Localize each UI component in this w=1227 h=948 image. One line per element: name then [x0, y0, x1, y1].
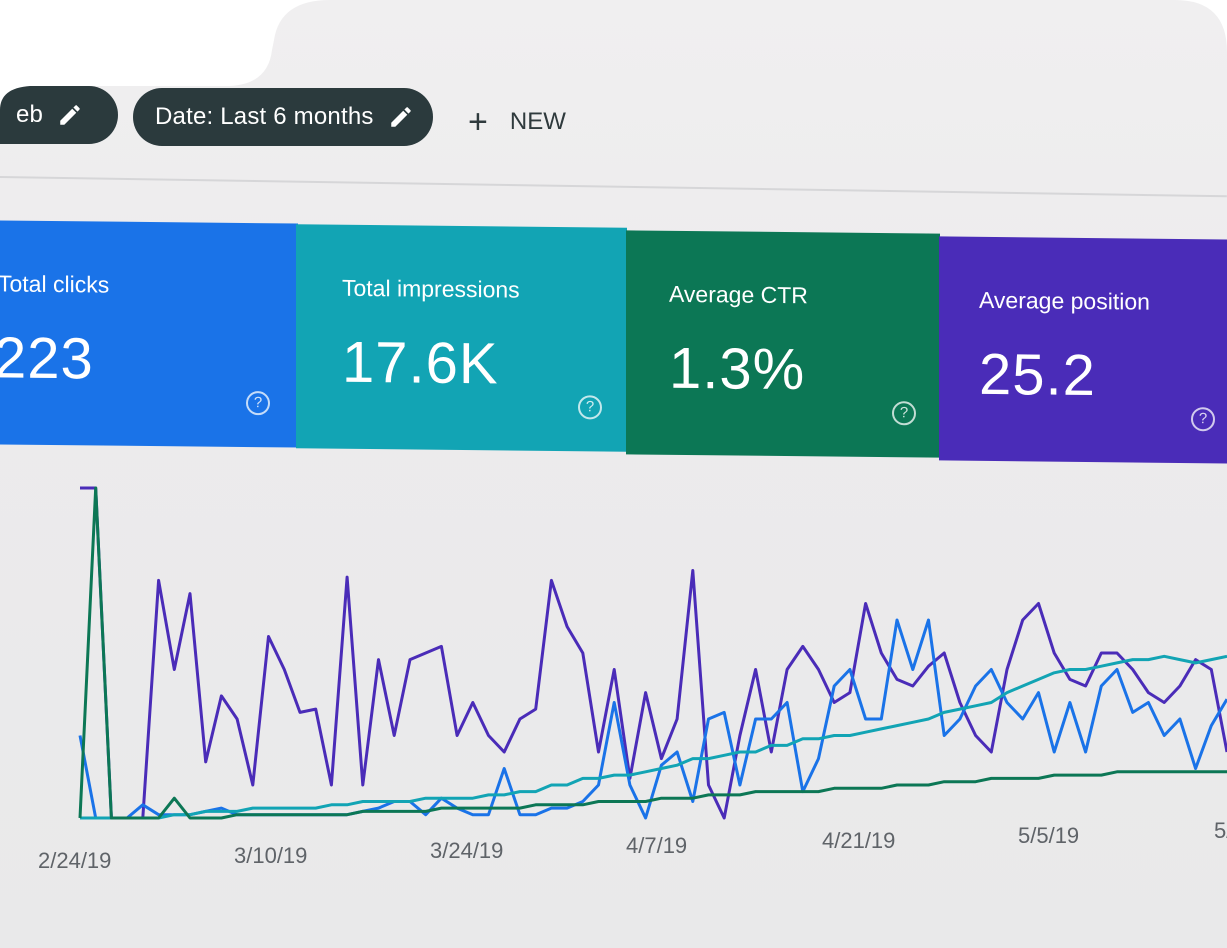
performance-line-chart: 2/24/19 3/10/19 3/24/19 4/7/19 4/21/19 5/5/19…: [0, 470, 1227, 890]
x-tick-label: 5/19/19: [1214, 818, 1227, 843]
plus-icon: +: [468, 102, 488, 141]
tile-value: 223: [0, 325, 94, 392]
search-type-filter-label: eb: [16, 101, 44, 128]
x-tick-label: 2/24/19: [38, 848, 111, 873]
metric-tiles: Total clicks 223 ? Total impressions 17.…: [0, 222, 1227, 448]
help-icon[interactable]: ?: [246, 391, 270, 415]
date-filter-label: Date: Last 6 months: [155, 103, 374, 130]
new-filter-button[interactable]: + NEW: [468, 104, 566, 140]
average-ctr-tile[interactable]: Average CTR 1.3% ?: [626, 230, 940, 457]
tile-value: 1.3%: [669, 335, 806, 403]
new-filter-label: NEW: [509, 108, 566, 135]
series-line-2: [80, 656, 1227, 818]
average-position-tile[interactable]: Average position 25.2 ?: [939, 236, 1227, 463]
help-icon[interactable]: ?: [1191, 407, 1215, 431]
tile-value: 17.6K: [342, 329, 499, 397]
total-impressions-tile[interactable]: Total impressions 17.6K ?: [296, 224, 627, 451]
x-tick-label: 4/7/19: [626, 833, 687, 858]
help-icon[interactable]: ?: [578, 395, 602, 419]
x-tick-label: 3/10/19: [234, 843, 307, 868]
tile-label: Total impressions: [342, 274, 520, 303]
series-line-0: [80, 488, 1227, 818]
chart-svg: 2/24/19 3/10/19 3/24/19 4/7/19 4/21/19 5/5/19…: [0, 470, 1227, 890]
date-filter-chip[interactable]: Date: Last 6 months: [133, 88, 433, 146]
series-line-1: [80, 620, 1227, 818]
x-tick-label: 5/5/19: [1018, 823, 1079, 848]
series-line-3: [80, 488, 1227, 818]
tile-label: Average position: [979, 286, 1150, 315]
x-tick-label: 3/24/19: [430, 838, 503, 863]
edit-pencil-icon[interactable]: [57, 102, 83, 128]
help-icon[interactable]: ?: [892, 401, 916, 425]
search-type-filter-chip[interactable]: eb: [0, 86, 118, 144]
total-clicks-tile[interactable]: Total clicks 223 ?: [0, 220, 298, 447]
x-tick-label: 4/21/19: [822, 828, 895, 853]
tile-value: 25.2: [979, 341, 1096, 409]
edit-pencil-icon[interactable]: [388, 104, 414, 130]
tile-label: Average CTR: [669, 280, 808, 309]
tile-label: Total clicks: [0, 270, 110, 298]
filter-toolbar: eb Date: Last 6 months + NEW: [0, 86, 1227, 184]
